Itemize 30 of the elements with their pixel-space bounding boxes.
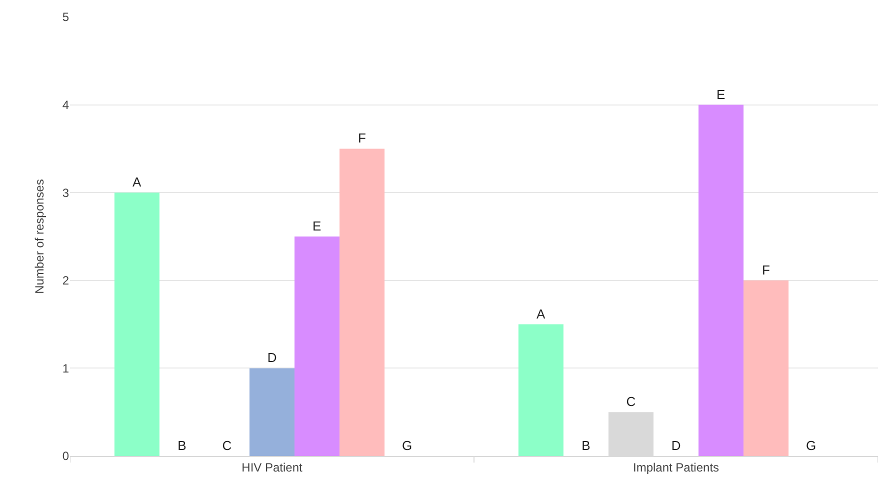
y-tick-label: 1 <box>62 361 70 376</box>
bar <box>294 236 340 456</box>
x-tick-label: Implant Patients <box>632 460 720 474</box>
y-tick-label: 3 <box>62 186 70 200</box>
text: G <box>402 438 412 453</box>
text: B <box>178 438 186 453</box>
series-label: A <box>132 174 142 190</box>
text: C <box>222 438 232 453</box>
bar <box>114 192 160 456</box>
text: D <box>671 438 681 453</box>
series-label: E <box>312 218 322 234</box>
text: B <box>582 438 590 453</box>
series-label: D <box>267 350 277 366</box>
y-tick-label: 0 <box>62 449 70 464</box>
text: G <box>806 438 816 453</box>
bar <box>744 280 789 456</box>
bar <box>340 148 385 456</box>
text: A <box>536 306 546 322</box>
y-tick-label: 5 <box>62 10 70 24</box>
y-tick-label: 4 <box>62 98 70 112</box>
text: E <box>716 86 726 102</box>
bar <box>698 104 744 456</box>
series-label: C <box>626 394 636 410</box>
bar <box>249 368 295 456</box>
y-axis-title: Number of responses <box>32 179 47 294</box>
y-tick-label: 2 <box>62 274 70 288</box>
series-label: F <box>358 130 366 146</box>
bar <box>518 324 564 456</box>
text: F <box>762 262 770 278</box>
x-tick-label: HIV Patient <box>242 460 304 474</box>
